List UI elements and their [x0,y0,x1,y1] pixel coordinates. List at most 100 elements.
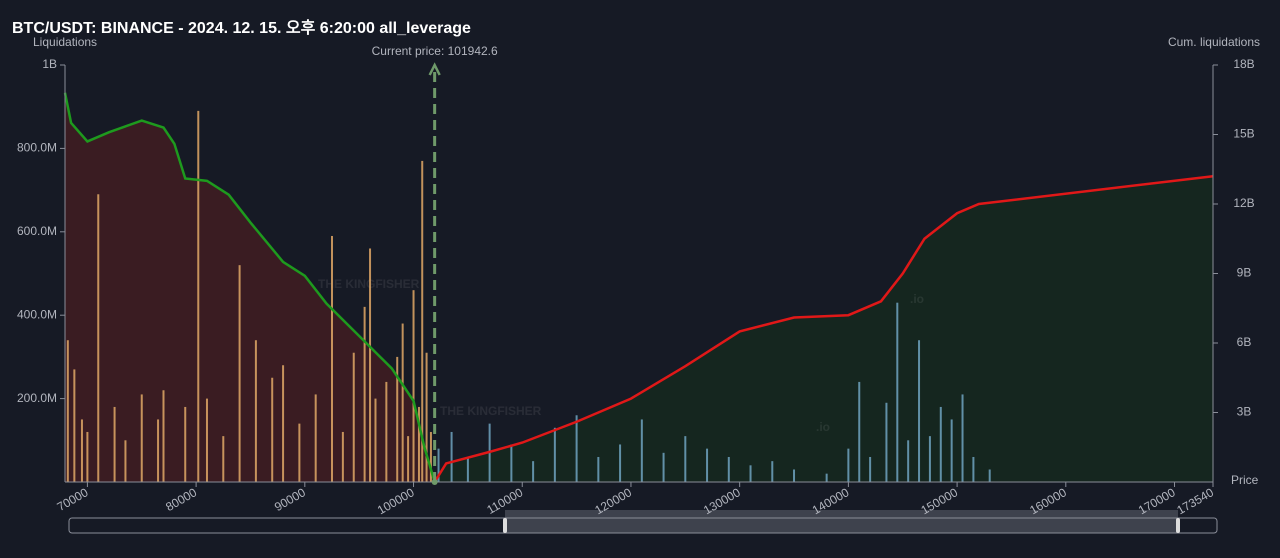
liquidation-bar [298,423,301,482]
current-price-dot [431,479,438,485]
liquidation-bar [369,248,372,482]
watermark-suffix: .io [816,420,830,434]
x-tick-label: 70000 [55,485,91,514]
liquidation-bar [950,419,953,482]
liquidation-bar [847,448,850,482]
liquidation-bar [330,235,333,482]
x-tick-label: 80000 [163,485,199,514]
y2-tick-label: 6B [1237,335,1252,349]
liquidation-bar [205,398,208,482]
liquidation-bar [157,419,160,482]
liquidation-bar [684,436,687,482]
y-tick-label: 800.0M [17,141,57,155]
liquidation-bar [575,415,578,482]
liquidation-bar [869,456,872,482]
liquidation-bar [793,469,796,482]
liquidation-bar [124,440,127,482]
liquidation-bar [532,461,535,482]
liquidation-bar [619,444,622,482]
x-tick-label: 90000 [272,485,308,514]
liquidation-bar [429,431,432,482]
scrollbar-window[interactable] [505,510,1178,533]
x-tick-label: 173540 [1174,485,1216,517]
liquidation-bar [222,436,225,482]
liquidation-bar [86,431,89,482]
liquidation-bar [184,406,187,482]
chart-title: BTC/USDT: BINANCE - 2024. 12. 15. 오후 6:2… [12,18,471,37]
scrollbar-handle[interactable] [1176,518,1180,533]
liquidation-bar [352,352,355,482]
liquidation-bar [961,394,964,482]
y2-tick-label: 9B [1237,266,1252,280]
scrollbar-track[interactable] [68,517,1218,534]
cumulative-line [433,174,1214,483]
liquidation-bar [80,419,83,482]
liquidation-bar [140,394,143,482]
cumulative-area [65,92,435,483]
liquidation-bar [97,194,100,482]
liquidation-bar [450,431,453,482]
y-tick-label: 1B [42,57,57,71]
y2-axis-label: Cum. liquidations [1168,35,1260,49]
liquidation-bar [254,340,257,482]
liquidation-bar [918,340,921,482]
y-tick-label: 200.0M [17,391,57,405]
liquidation-bar [749,465,752,482]
liquidation-bar [597,456,600,482]
scrollbar-handle[interactable] [503,518,507,533]
liquidation-bar [437,448,440,482]
liquidation-bar [73,369,76,482]
liquidation-bar [640,419,643,482]
y2-tick-label: 3B [1237,405,1252,419]
liquidation-bar [282,365,285,482]
watermark-suffix: .io [910,292,924,306]
cumulative-area [434,176,1213,482]
y-tick-label: 600.0M [17,224,57,238]
liquidation-bar [553,427,556,482]
liquidation-bar [238,265,241,482]
liquidation-bar [401,323,404,482]
liquidation-bar [421,160,424,482]
liquidation-bar [412,290,415,482]
y2-tick-label: 18B [1233,57,1254,71]
plot: THE KINGFISHER .io THE KINGFISHER .io [63,92,1214,483]
liquidation-bar [417,406,420,482]
liquidation-bar [885,402,888,482]
y-tick-label: 400.0M [17,307,57,321]
y2-tick-label: 15B [1233,127,1254,141]
liquidation-bar [374,398,377,482]
liquidation-bar [896,302,899,482]
liquidation-bar [510,444,513,482]
x-axis-label: Price [1231,473,1259,487]
liquidation-bar [825,473,828,482]
liquidation-bar [162,390,165,482]
watermark: THE KINGFISHER [318,277,420,291]
liquidation-bar [407,436,410,482]
liquidation-bar [341,431,344,482]
liquidation-bar [113,406,116,482]
liquidation-bar [66,340,69,482]
liquidation-bar [727,456,730,482]
range-scrollbar[interactable] [68,510,1218,534]
current-price-arrow [428,62,441,76]
liquidation-bar [396,356,399,482]
liquidation-bar [706,448,709,482]
current-price-label: Current price: 101942.6 [372,44,498,58]
liquidation-bar [928,436,931,482]
y2-tick-label: 12B [1233,196,1254,210]
liquidation-bar [907,440,910,482]
liquidation-bar [939,406,942,482]
liquidation-bar [972,456,975,482]
watermark: THE KINGFISHER [440,404,542,418]
liquidation-bar [771,461,774,482]
liquidation-bar [385,381,388,482]
x-tick-label: 100000 [375,485,417,517]
liquidation-bar [314,394,317,482]
liquidation-bar [466,456,469,482]
liquidation-bar [662,452,665,482]
liquidation-bar [425,352,428,482]
liquidation-bar [271,377,274,482]
cumulative-line [63,92,436,483]
